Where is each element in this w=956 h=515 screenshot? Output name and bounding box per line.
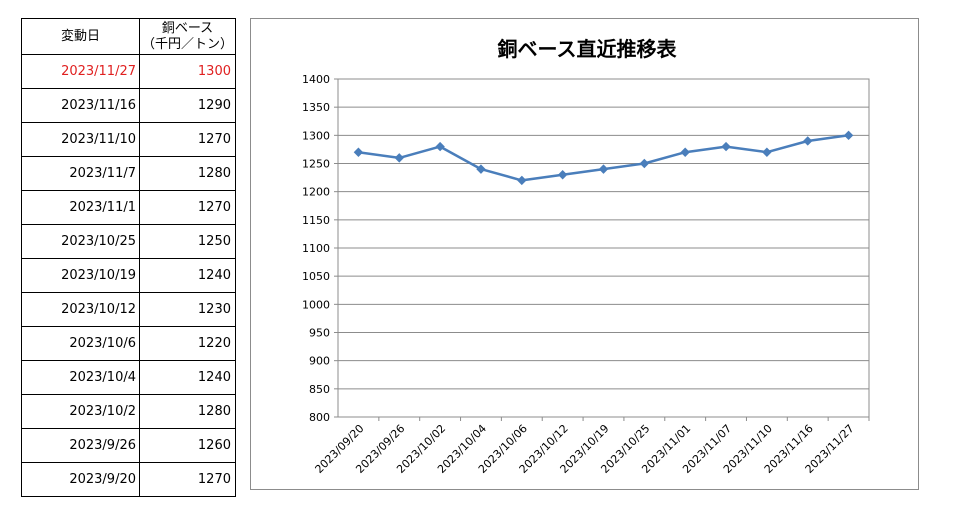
row-price: 1290: [139, 88, 236, 123]
y-tick-label: 1350: [302, 101, 330, 114]
y-tick-label: 1150: [302, 214, 330, 227]
row-date: 2023/11/1: [21, 190, 140, 225]
price-table: 変動日 銅ベース （千円／トン） 2023/11/27 1300 2023/11/1…: [21, 18, 236, 497]
row-price: 1270: [139, 122, 236, 157]
data-point: [843, 130, 854, 141]
row-date: 2023/10/25: [21, 224, 140, 259]
y-tick-label: 1400: [302, 73, 330, 86]
row-date: 2023/9/20: [21, 462, 140, 497]
row-price: 1260: [139, 428, 236, 463]
row-price: 1280: [139, 394, 236, 429]
header-price-line2: （千円／トン）: [141, 36, 233, 52]
y-tick-label: 850: [309, 383, 330, 396]
chart-area: 銅ベース直近推移表 800 850 900 950 1000 1050 1100 1150 12…: [250, 18, 919, 490]
row-date: 2023/10/4: [21, 360, 140, 395]
row-price: 1250: [139, 224, 236, 259]
data-point: [598, 164, 609, 174]
header-date: 変動日: [21, 18, 140, 55]
row-price: 1220: [139, 326, 236, 361]
row-date: 2023/10/19: [21, 258, 140, 293]
y-tick-label: 1000: [302, 298, 330, 311]
row-price: 1230: [139, 292, 236, 327]
header-price: 銅ベース （千円／トン）: [139, 18, 236, 55]
table-header-row: 変動日 銅ベース （千円／トン）: [21, 18, 236, 55]
y-tick-label: 900: [309, 355, 330, 368]
row-date: 2023/10/2: [21, 394, 140, 429]
row-date: 2023/10/12: [21, 292, 140, 327]
y-tick-label: 1050: [302, 270, 330, 283]
table-row: 2023/10/4 1240: [21, 360, 236, 395]
row-date: 2023/10/6: [21, 326, 140, 361]
table-row: 2023/9/26 1260: [21, 428, 236, 463]
table-row: 2023/11/27 1300: [21, 54, 236, 89]
header-price-line1: 銅ベース: [161, 20, 214, 36]
table-row: 2023/10/6 1220: [21, 326, 236, 361]
data-point: [721, 141, 731, 152]
table-row: 2023/11/7 1280: [21, 156, 236, 191]
row-price: 1270: [139, 462, 236, 497]
data-point: [680, 147, 690, 157]
table-row: 2023/10/25 1250: [21, 224, 236, 259]
row-price: 1270: [139, 190, 236, 225]
y-tick-label: 1300: [302, 129, 330, 142]
table-row: 2023/11/10 1270: [21, 122, 236, 157]
row-date: 2023/11/27: [21, 54, 140, 89]
plot-border: [337, 78, 870, 418]
data-point: [517, 175, 527, 186]
y-tick-label: 800: [309, 411, 330, 424]
y-tick-label: 1250: [302, 158, 330, 171]
row-price: 1240: [139, 258, 236, 293]
table-row: 2023/11/16 1290: [21, 88, 236, 123]
data-point: [435, 141, 445, 152]
table-row: 2023/10/12 1230: [21, 292, 236, 327]
y-tick-label: 1200: [302, 186, 330, 199]
data-point: [394, 153, 404, 163]
y-tick-label: 1100: [302, 242, 330, 255]
table-row: 2023/10/2 1280: [21, 394, 236, 429]
table-body: 2023/11/27 1300 2023/11/16 1290 2023/11/10 12…: [21, 54, 236, 497]
y-tick-label: 950: [309, 327, 330, 340]
chart-title: 銅ベース直近推移表: [498, 37, 678, 61]
data-point: [557, 170, 568, 180]
table-row: 2023/11/1 1270: [21, 190, 236, 225]
row-date: 2023/9/26: [21, 428, 140, 463]
row-price: 1280: [139, 156, 236, 191]
table-row: 2023/9/20 1270: [21, 462, 236, 497]
line-chart: 銅ベース直近推移表 800 850 900 950 1000 1050 1100 1150 12…: [302, 37, 870, 476]
table-row: 2023/10/19 1240: [21, 258, 236, 293]
data-point: [353, 147, 364, 157]
row-date: 2023/11/16: [21, 88, 140, 123]
row-price: 1300: [139, 54, 236, 89]
data-point: [803, 136, 813, 146]
data-point: [639, 158, 650, 169]
row-price: 1240: [139, 360, 236, 395]
data-point: [476, 164, 486, 174]
data-point: [762, 147, 772, 157]
row-date: 2023/11/7: [21, 156, 140, 191]
row-date: 2023/11/10: [21, 122, 140, 157]
